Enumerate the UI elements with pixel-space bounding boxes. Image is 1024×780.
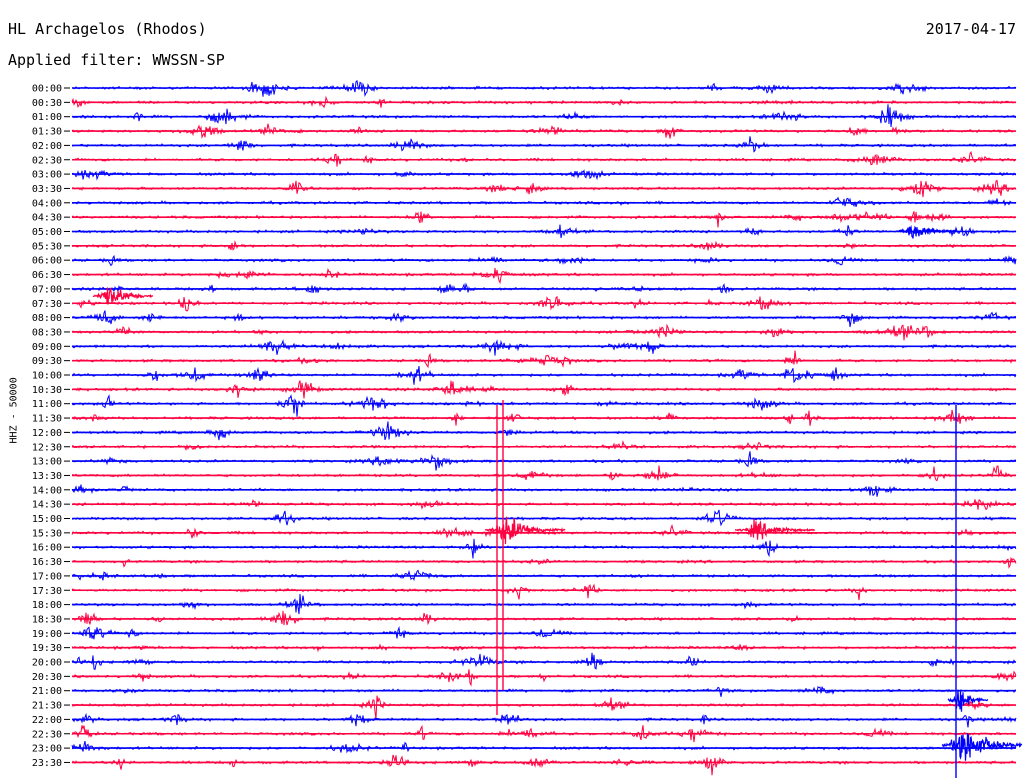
seismic-trace <box>71 104 1016 128</box>
seismic-trace <box>71 339 1017 356</box>
row-time-label: 09:00 <box>32 342 62 353</box>
seismic-trace <box>71 439 1017 451</box>
seismic-trace <box>71 610 1017 626</box>
row-time-label: 08:30 <box>32 327 62 338</box>
row-time-label: 05:00 <box>32 227 62 238</box>
row-time-label: 10:30 <box>32 385 62 396</box>
row-time-label: 11:00 <box>32 399 62 410</box>
seismic-trace <box>71 350 1017 369</box>
row-time-label: 06:00 <box>32 256 62 267</box>
row-time-label: 01:00 <box>32 112 62 123</box>
row-time-label: 05:30 <box>32 241 62 252</box>
row-time-label: 22:00 <box>32 715 62 726</box>
station-title: HL Archagelos (Rhodos) <box>8 20 207 38</box>
row-time-label: 23:00 <box>32 744 62 755</box>
event-burst <box>735 518 816 540</box>
row-time-label: 07:00 <box>32 284 62 295</box>
seismic-trace <box>71 136 1017 153</box>
row-time-label: 12:30 <box>32 442 62 453</box>
row-time-label: 16:00 <box>32 543 62 554</box>
event-burst <box>896 224 958 239</box>
row-time-label: 04:00 <box>32 198 62 209</box>
seismic-trace <box>71 556 1017 569</box>
row-time-label: 07:30 <box>32 299 62 310</box>
row-time-label: 02:30 <box>32 155 62 166</box>
row-time-label: 15:30 <box>32 528 62 539</box>
row-time-label: 14:30 <box>32 500 62 511</box>
row-time-label: 20:30 <box>32 672 62 683</box>
seismic-trace <box>71 465 1017 482</box>
row-time-label: 18:00 <box>32 600 62 611</box>
row-time-label: 15:00 <box>32 514 62 525</box>
row-time-label: 22:30 <box>32 729 62 740</box>
row-time-label: 23:30 <box>32 758 62 769</box>
row-time-label: 02:00 <box>32 141 62 152</box>
seismic-trace <box>71 740 1017 754</box>
seismic-trace <box>71 323 1017 341</box>
row-time-label: 13:00 <box>32 457 62 468</box>
row-time-label: 14:00 <box>32 485 62 496</box>
row-time-label: 00:30 <box>32 98 62 109</box>
row-time-label: 21:30 <box>32 701 62 712</box>
row-time-label: 08:00 <box>32 313 62 324</box>
row-time-label: 11:30 <box>32 414 62 425</box>
seismic-trace <box>71 211 1017 228</box>
seismic-trace <box>71 754 1017 776</box>
row-time-label: 13:30 <box>32 471 62 482</box>
row-time-label: 04:30 <box>32 213 62 224</box>
row-time-label: 03:30 <box>32 184 62 195</box>
row-time-label: 19:30 <box>32 643 62 654</box>
row-time-label: 01:30 <box>32 127 62 138</box>
row-time-label: 19:00 <box>32 629 62 640</box>
row-time-label: 17:00 <box>32 571 62 582</box>
seismic-trace <box>71 686 1017 697</box>
row-time-label: 09:30 <box>32 356 62 367</box>
seismic-trace <box>71 421 1017 441</box>
row-time-label: 03:00 <box>32 170 62 181</box>
row-time-label: 16:30 <box>32 557 62 568</box>
seismic-trace <box>71 652 1017 671</box>
seismic-trace <box>72 310 1016 328</box>
seismic-trace <box>71 394 1017 417</box>
filter-label: Applied filter: WWSSN-SP <box>8 51 225 69</box>
event-burst <box>941 733 1023 761</box>
row-time-label: 20:00 <box>32 658 62 669</box>
seismic-trace <box>71 509 1017 527</box>
row-time-label: 06:30 <box>32 270 62 281</box>
seismic-trace <box>71 583 1017 601</box>
seismic-trace <box>71 538 1017 559</box>
event-burst <box>947 689 989 712</box>
seismic-trace <box>71 695 1017 719</box>
seismic-trace <box>71 712 1017 728</box>
date-label: 2017-04-17 <box>925 20 1016 38</box>
row-time-label: 17:30 <box>32 586 62 597</box>
row-time-label: 00:00 <box>32 84 62 95</box>
row-time-label: 10:00 <box>32 371 62 382</box>
event-burst <box>92 287 154 305</box>
seismic-trace <box>71 484 1017 497</box>
row-time-label: 21:00 <box>32 686 62 697</box>
event-burst <box>485 516 566 545</box>
row-time-label: 12:00 <box>32 428 62 439</box>
row-time-label: 18:30 <box>32 614 62 625</box>
